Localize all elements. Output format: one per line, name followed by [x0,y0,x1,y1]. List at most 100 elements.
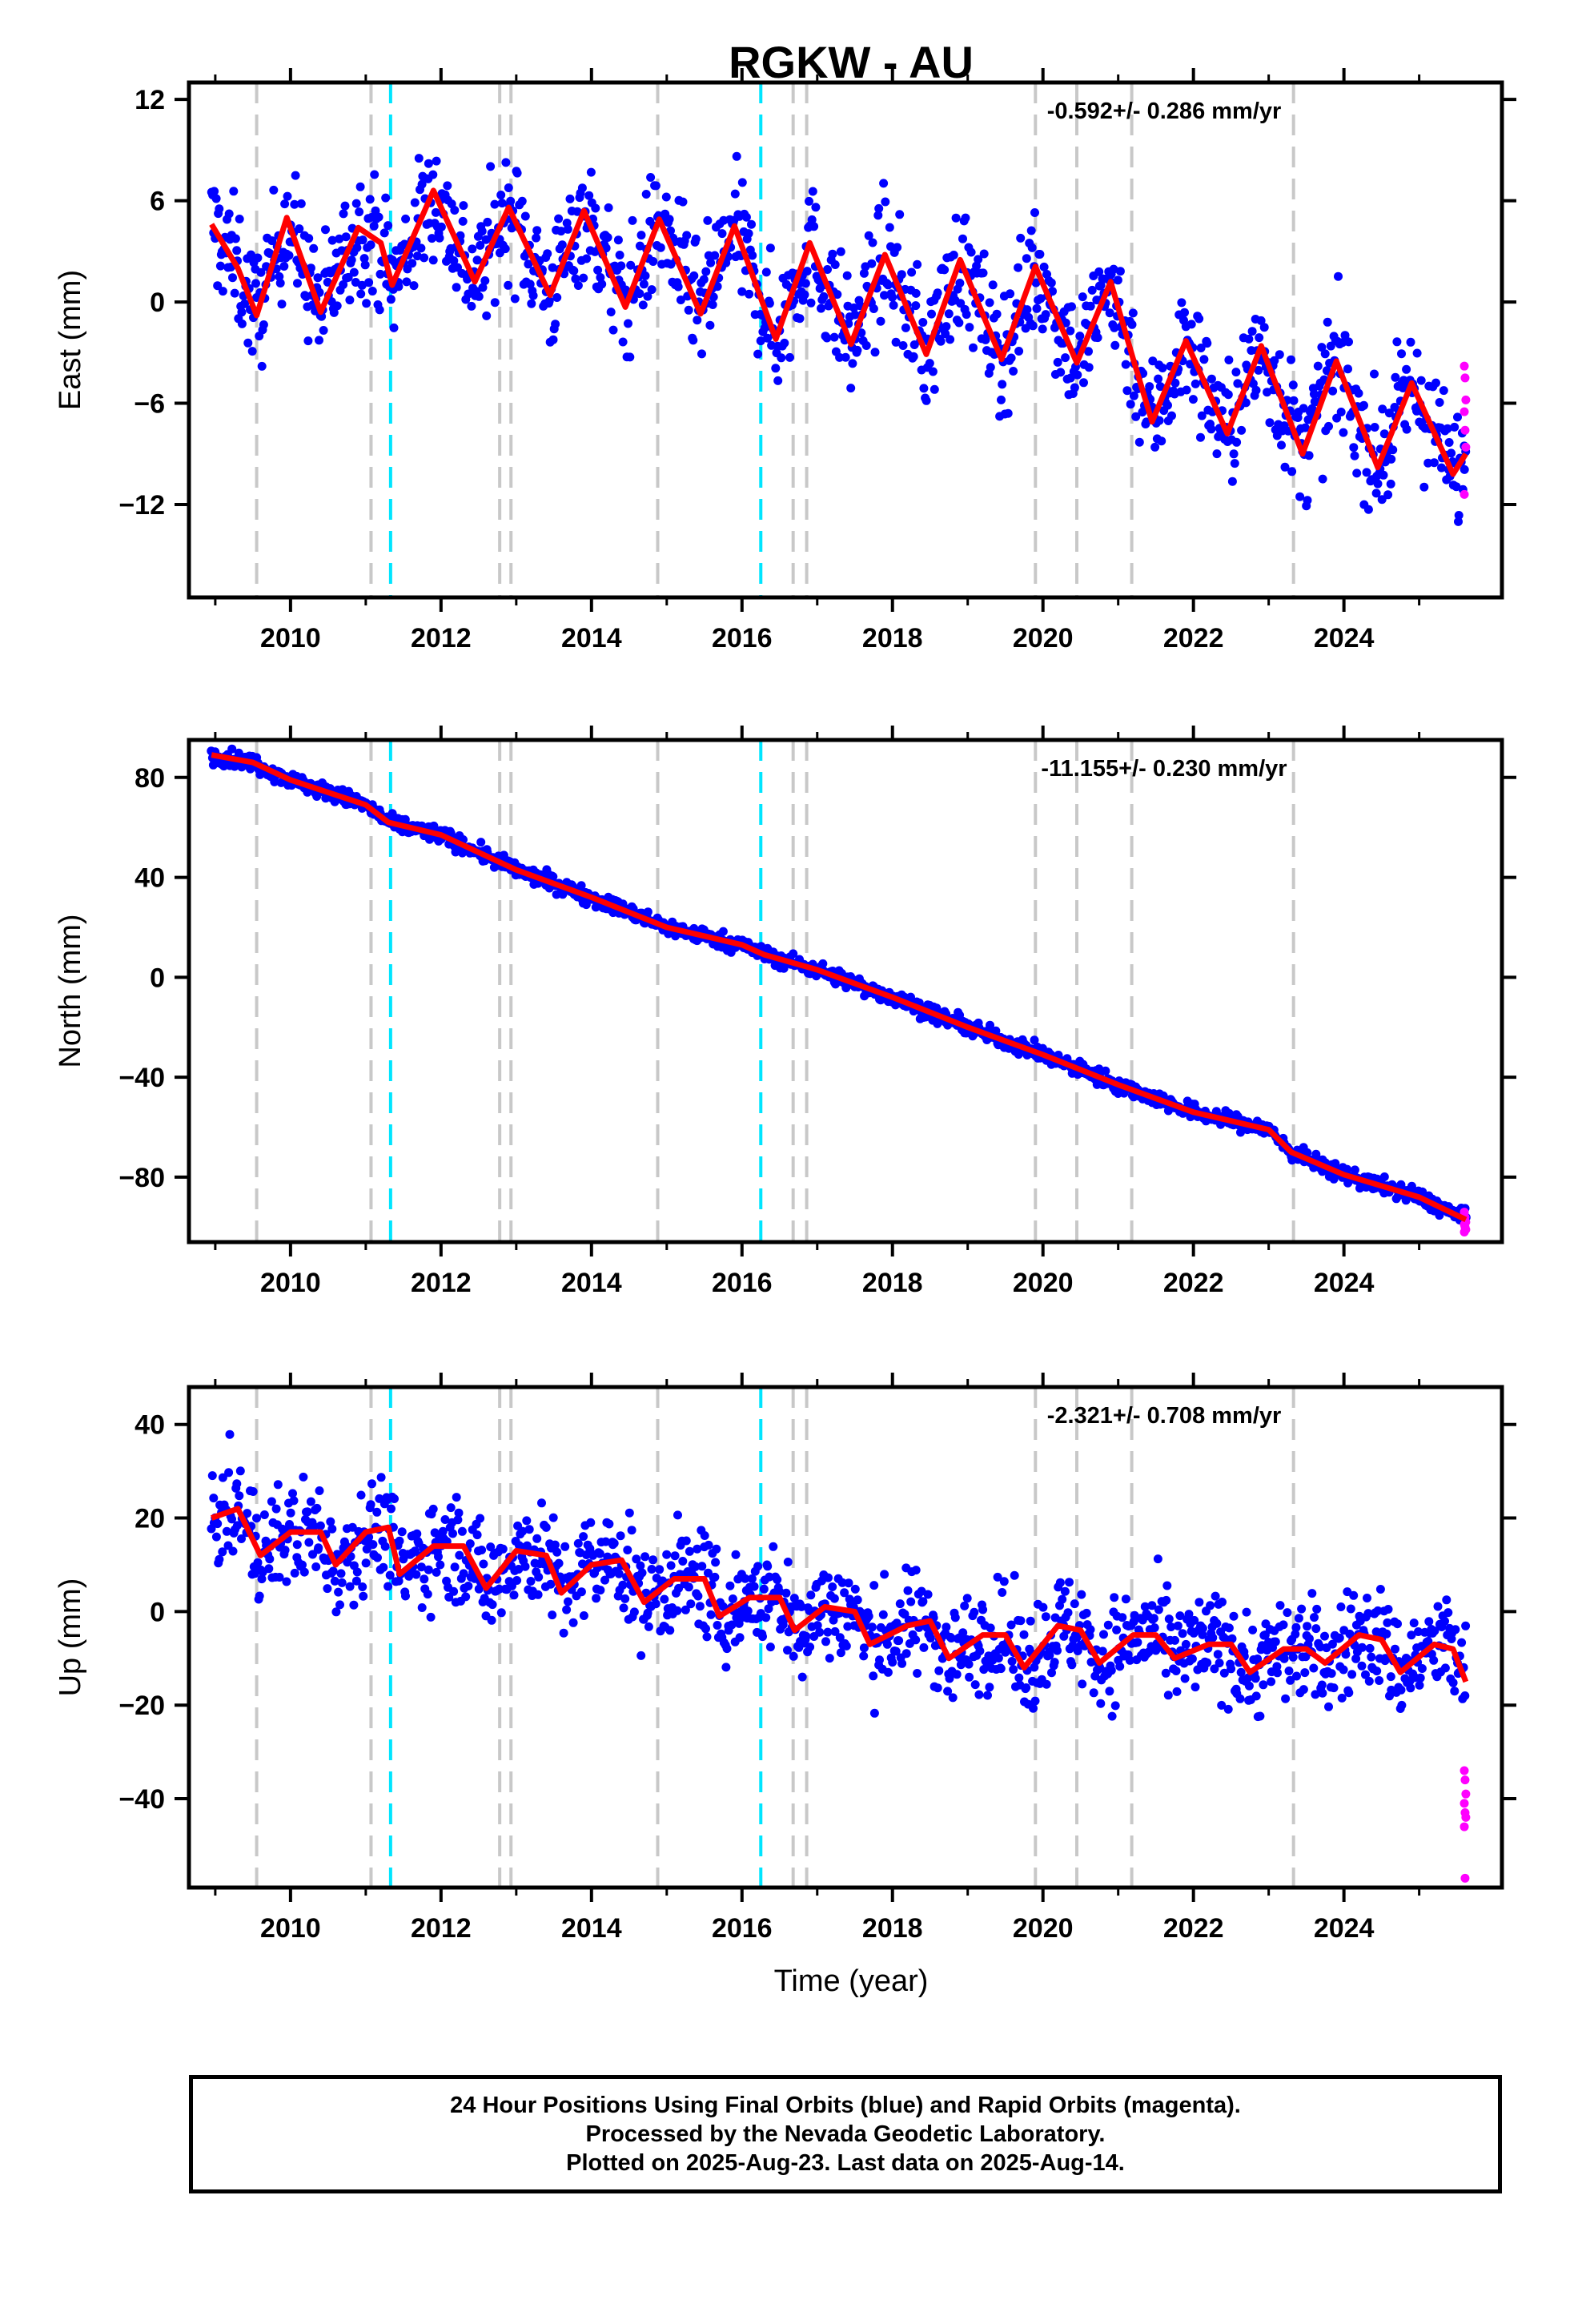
data-point [315,1486,324,1495]
rapid-point [1460,489,1469,499]
data-point [1271,1637,1280,1647]
data-point [479,1559,488,1569]
data-point [351,199,361,208]
rapid-point [1461,395,1471,404]
data-point [1295,492,1305,501]
data-point [315,1521,325,1530]
data-point [994,1654,1003,1663]
data-point [576,1587,586,1597]
data-point [704,1540,713,1550]
data-point [635,241,644,251]
data-point [253,253,263,263]
data-point [1442,1595,1452,1605]
data-point [614,1569,624,1578]
data-point [257,1574,267,1584]
data-point [1061,353,1070,363]
data-point [1087,285,1097,295]
chart-title: RGKW - AU [729,37,974,87]
data-point [596,1586,605,1595]
data-point [1203,1658,1212,1667]
data-point [282,1577,291,1586]
data-point [1232,437,1242,447]
data-point [678,197,688,207]
data-point [440,1515,450,1524]
data-point [1450,1687,1460,1696]
data-point [230,288,239,298]
x-tick-label: 2022 [1163,1913,1224,1944]
data-point [853,1595,862,1605]
data-point [1055,1578,1065,1587]
data-point [1129,391,1138,400]
data-point [592,1594,601,1603]
data-point [1149,1614,1158,1623]
data-point [1352,468,1362,478]
data-point [235,1466,245,1476]
data-point [974,255,983,264]
data-point [408,259,417,268]
data-point [732,151,741,161]
data-point [1233,379,1243,388]
data-point [1339,1665,1348,1675]
data-point [802,267,812,276]
data-point [1393,1619,1402,1629]
data-point [450,1562,460,1572]
data-point [289,1496,299,1506]
data-point [969,343,978,352]
y-tick-label: 40 [135,863,165,894]
data-point [1387,454,1396,464]
data-point [789,949,798,959]
data-point [1163,1691,1173,1700]
data-point [934,1666,944,1675]
data-point [1349,443,1359,452]
data-point [1053,357,1062,367]
data-point [1339,428,1348,437]
data-point [1440,1616,1449,1626]
data-point [765,1572,774,1582]
data-point [1030,1696,1040,1706]
data-point [1150,442,1160,452]
data-point [879,179,889,188]
data-point [1235,1694,1245,1703]
data-point [961,213,970,223]
data-point [1110,323,1119,332]
data-point [706,258,716,267]
data-point [1190,1615,1199,1625]
data-point [472,255,482,265]
data-point [911,1566,921,1575]
data-point [731,1550,741,1559]
data-point [950,1613,960,1622]
data-point [691,234,701,243]
data-point [237,1534,246,1543]
data-point [1299,1685,1308,1695]
rapid-point [1460,1766,1469,1775]
data-point [1431,378,1440,388]
data-point [1414,1627,1423,1636]
data-point [833,290,842,300]
data-point [1259,1680,1268,1690]
data-point [1275,1601,1285,1610]
data-point [806,1590,816,1600]
data-point [1007,1657,1017,1666]
data-point [1416,376,1426,385]
y-tick-label: −40 [118,1784,165,1815]
data-point [1313,361,1323,371]
data-point [684,305,693,315]
data-point [579,1611,588,1620]
data-point [891,337,901,347]
data-point [495,1584,504,1594]
data-point [927,309,936,319]
data-point [1099,1630,1108,1639]
data-point [998,1588,1007,1597]
data-point [1379,1172,1389,1181]
data-point [721,1663,731,1672]
data-point [1112,1625,1122,1634]
data-point [1272,1662,1282,1671]
data-point [253,1558,263,1567]
data-point [673,1606,682,1615]
data-point [921,396,931,405]
data-point [748,251,757,260]
data-point [806,298,816,308]
data-point [996,1664,1006,1674]
data-point [554,1558,564,1568]
data-point [375,305,384,315]
